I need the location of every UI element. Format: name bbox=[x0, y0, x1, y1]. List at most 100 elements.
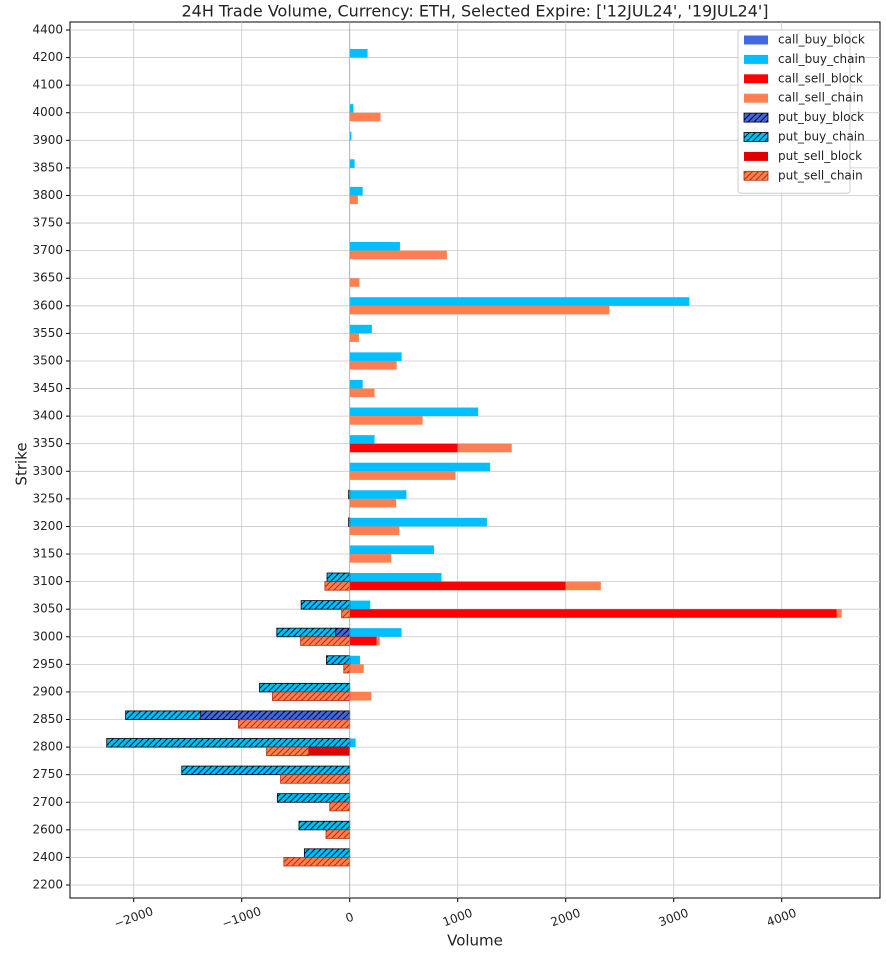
legend-swatch bbox=[743, 112, 769, 123]
bar bbox=[303, 848, 351, 858]
legend-label: put_buy_block bbox=[778, 110, 864, 124]
x-tick-label: 1000 bbox=[441, 906, 474, 930]
y-tick-label: 4000 bbox=[32, 105, 63, 119]
bar bbox=[349, 242, 400, 251]
legend-swatch bbox=[744, 74, 768, 84]
y-tick-label: 3750 bbox=[32, 216, 63, 230]
chart-title: 24H Trade Volume, Currency: ETH, Selecte… bbox=[181, 2, 768, 21]
bar bbox=[300, 636, 351, 646]
bar bbox=[329, 801, 351, 812]
bar bbox=[457, 443, 512, 453]
bar bbox=[349, 655, 360, 665]
x-tick-label: 3000 bbox=[657, 906, 690, 930]
legend-swatch bbox=[743, 170, 769, 181]
bar bbox=[349, 490, 407, 499]
bar bbox=[349, 416, 423, 425]
bar bbox=[349, 407, 479, 417]
x-tick-label: −2000 bbox=[112, 904, 155, 931]
bar bbox=[308, 747, 350, 756]
y-tick-label: 2800 bbox=[32, 740, 63, 754]
y-tick-label: 3450 bbox=[32, 381, 63, 395]
bar bbox=[349, 48, 368, 58]
y-tick-label: 2600 bbox=[32, 822, 63, 836]
y-tick-label: 3300 bbox=[32, 464, 63, 478]
bar bbox=[349, 379, 363, 389]
bar bbox=[349, 352, 402, 361]
y-tick-label: 3050 bbox=[32, 602, 63, 616]
bar bbox=[276, 793, 351, 803]
y-tick-label: 3100 bbox=[32, 574, 63, 588]
legend-label: call_buy_chain bbox=[778, 52, 865, 66]
bar bbox=[349, 360, 397, 370]
legend-swatch bbox=[744, 35, 768, 45]
legend-swatch bbox=[744, 93, 768, 103]
bar bbox=[349, 305, 610, 315]
bar bbox=[349, 104, 354, 113]
bar bbox=[276, 627, 337, 638]
bar bbox=[335, 627, 351, 638]
bar bbox=[349, 278, 360, 287]
y-tick-label: 4200 bbox=[32, 50, 63, 64]
y-tick-label: 3700 bbox=[32, 243, 63, 257]
bar bbox=[349, 628, 402, 637]
plot-frame bbox=[69, 21, 881, 899]
x-tick-label: 2000 bbox=[549, 906, 582, 930]
legend-label: put_buy_chain bbox=[778, 130, 865, 144]
bars bbox=[106, 22, 842, 898]
bar bbox=[349, 526, 400, 536]
bar bbox=[349, 388, 375, 398]
bar bbox=[300, 600, 351, 610]
bar bbox=[181, 765, 351, 776]
y-tick-label: 3650 bbox=[32, 271, 63, 285]
bar bbox=[326, 572, 351, 583]
bar bbox=[280, 774, 351, 784]
bar bbox=[349, 573, 442, 582]
bar bbox=[349, 443, 458, 453]
y-tick-label: 2850 bbox=[32, 712, 63, 726]
bar bbox=[349, 131, 352, 141]
bar bbox=[349, 250, 447, 260]
y-tick-label: 3200 bbox=[32, 519, 63, 533]
y-tick-label: 3350 bbox=[32, 436, 63, 450]
bar bbox=[325, 829, 351, 839]
bar bbox=[349, 195, 358, 205]
bar bbox=[349, 545, 434, 555]
bar bbox=[349, 498, 397, 508]
bar bbox=[349, 462, 491, 472]
bar bbox=[324, 581, 351, 591]
bar bbox=[349, 609, 837, 618]
bar bbox=[266, 746, 310, 757]
y-tick-label: 2200 bbox=[32, 878, 63, 892]
y-tick-label: 4400 bbox=[32, 23, 63, 37]
x-tick-label: 4000 bbox=[765, 906, 798, 930]
y-tick-label: 3500 bbox=[32, 353, 63, 367]
y-tick-label: 3600 bbox=[32, 298, 63, 312]
bar bbox=[349, 333, 359, 342]
legend: call_buy_block call_buy_chain call_sell_bl… bbox=[737, 29, 865, 194]
y-tick-label: 3550 bbox=[32, 326, 63, 340]
bar bbox=[200, 710, 351, 720]
bar bbox=[349, 471, 456, 480]
bar bbox=[349, 112, 381, 122]
bar bbox=[349, 297, 690, 306]
bar bbox=[349, 186, 363, 196]
legend-label: call_sell_block bbox=[778, 71, 863, 85]
legend-swatch bbox=[743, 132, 769, 142]
y-tick-label: 3000 bbox=[32, 629, 63, 643]
x-tick-label: −1000 bbox=[220, 904, 263, 931]
y-tick-label: 3250 bbox=[32, 491, 63, 505]
y-tick-label: 2750 bbox=[32, 767, 63, 781]
bar bbox=[298, 820, 351, 831]
legend-swatch bbox=[744, 151, 768, 161]
legend-label: call_sell_chain bbox=[778, 91, 863, 105]
legend-label: call_buy_block bbox=[778, 33, 865, 47]
bar bbox=[259, 682, 351, 693]
bar bbox=[283, 857, 351, 867]
bar bbox=[106, 738, 351, 748]
y-tick-label: 3150 bbox=[32, 547, 63, 561]
bar bbox=[349, 664, 364, 673]
y-tick-label: 3900 bbox=[32, 133, 63, 147]
y-tick-label: 3800 bbox=[32, 188, 63, 202]
bar bbox=[272, 691, 351, 701]
